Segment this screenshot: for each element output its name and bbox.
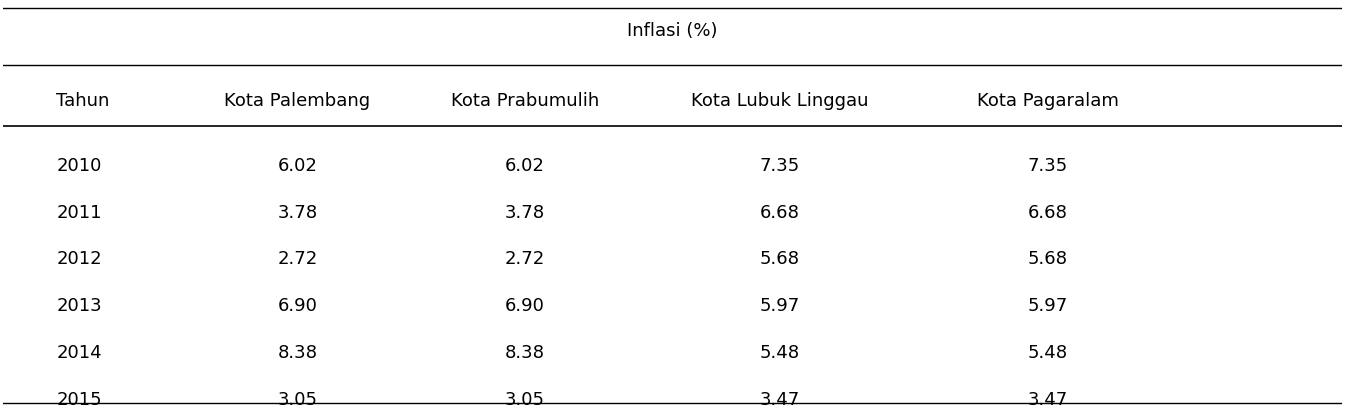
Text: Inflasi (%): Inflasi (%) bbox=[627, 22, 718, 40]
Text: Kota Prabumulih: Kota Prabumulih bbox=[451, 91, 600, 109]
Text: 6.02: 6.02 bbox=[277, 157, 317, 174]
Text: 3.05: 3.05 bbox=[506, 390, 545, 408]
Text: 3.78: 3.78 bbox=[506, 203, 545, 221]
Text: 5.68: 5.68 bbox=[760, 250, 800, 268]
Text: Tahun: Tahun bbox=[56, 91, 110, 109]
Text: 3.05: 3.05 bbox=[277, 390, 317, 408]
Text: Kota Pagaralam: Kota Pagaralam bbox=[976, 91, 1119, 109]
Text: Kota Palembang: Kota Palembang bbox=[225, 91, 370, 109]
Text: 8.38: 8.38 bbox=[506, 343, 545, 361]
Text: 2010: 2010 bbox=[56, 157, 102, 174]
Text: 7.35: 7.35 bbox=[1028, 157, 1068, 174]
Text: 5.97: 5.97 bbox=[760, 297, 800, 315]
Text: 3.78: 3.78 bbox=[277, 203, 317, 221]
Text: 6.90: 6.90 bbox=[277, 297, 317, 315]
Text: 2.72: 2.72 bbox=[504, 250, 545, 268]
Text: 6.68: 6.68 bbox=[760, 203, 799, 221]
Text: 5.48: 5.48 bbox=[1028, 343, 1068, 361]
Text: 3.47: 3.47 bbox=[1028, 390, 1068, 408]
Text: 7.35: 7.35 bbox=[760, 157, 800, 174]
Text: 5.48: 5.48 bbox=[760, 343, 800, 361]
Text: 2015: 2015 bbox=[56, 390, 102, 408]
Text: 2013: 2013 bbox=[56, 297, 102, 315]
Text: 2.72: 2.72 bbox=[277, 250, 317, 268]
Text: 6.02: 6.02 bbox=[506, 157, 545, 174]
Text: 6.90: 6.90 bbox=[506, 297, 545, 315]
Text: 2014: 2014 bbox=[56, 343, 102, 361]
Text: 2011: 2011 bbox=[56, 203, 102, 221]
Text: 6.68: 6.68 bbox=[1028, 203, 1068, 221]
Text: 5.68: 5.68 bbox=[1028, 250, 1068, 268]
Text: Kota Lubuk Linggau: Kota Lubuk Linggau bbox=[691, 91, 869, 109]
Text: 2012: 2012 bbox=[56, 250, 102, 268]
Text: 8.38: 8.38 bbox=[277, 343, 317, 361]
Text: 5.97: 5.97 bbox=[1028, 297, 1068, 315]
Text: 3.47: 3.47 bbox=[760, 390, 800, 408]
